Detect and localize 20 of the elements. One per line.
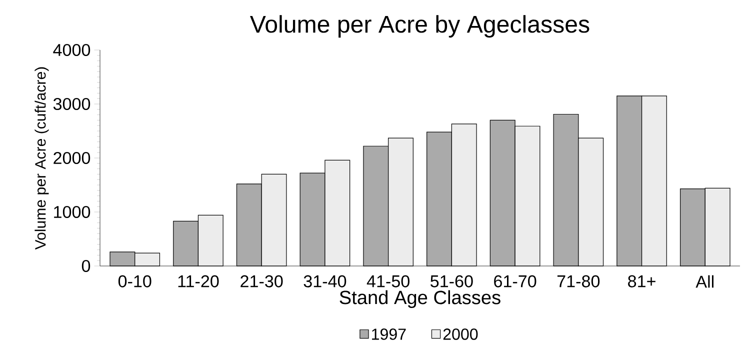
x-tick-label: All [696,275,714,288]
legend-label: 1997 [372,328,406,340]
chart-title: Volume per Acre by Ageclasses [250,15,590,38]
y-axis-title: Volume per Acre (cuft/acre) [34,67,49,250]
y-tick-label: 1000 [54,206,90,218]
y-tick-label: 0 [82,260,90,272]
x-tick-label: 81+ [628,275,656,288]
x-axis-title: Stand Age Classes [340,290,500,308]
x-tick-label: 11-20 [178,275,219,288]
y-tick-label: 4000 [53,44,90,56]
x-tick-label: 31-40 [304,275,346,288]
x-tick-label: 21-30 [240,275,283,288]
legend-label: 2000 [443,328,478,340]
x-tick-label: 61-70 [494,275,536,288]
x-tick-label: 0-10 [118,275,152,288]
x-tick-label: 51-60 [430,275,473,288]
x-tick-label: 71-80 [557,275,600,288]
x-tick-label: 41-50 [366,275,410,288]
y-tick-label: 2000 [54,152,90,164]
y-tick-label: 3000 [53,98,90,110]
